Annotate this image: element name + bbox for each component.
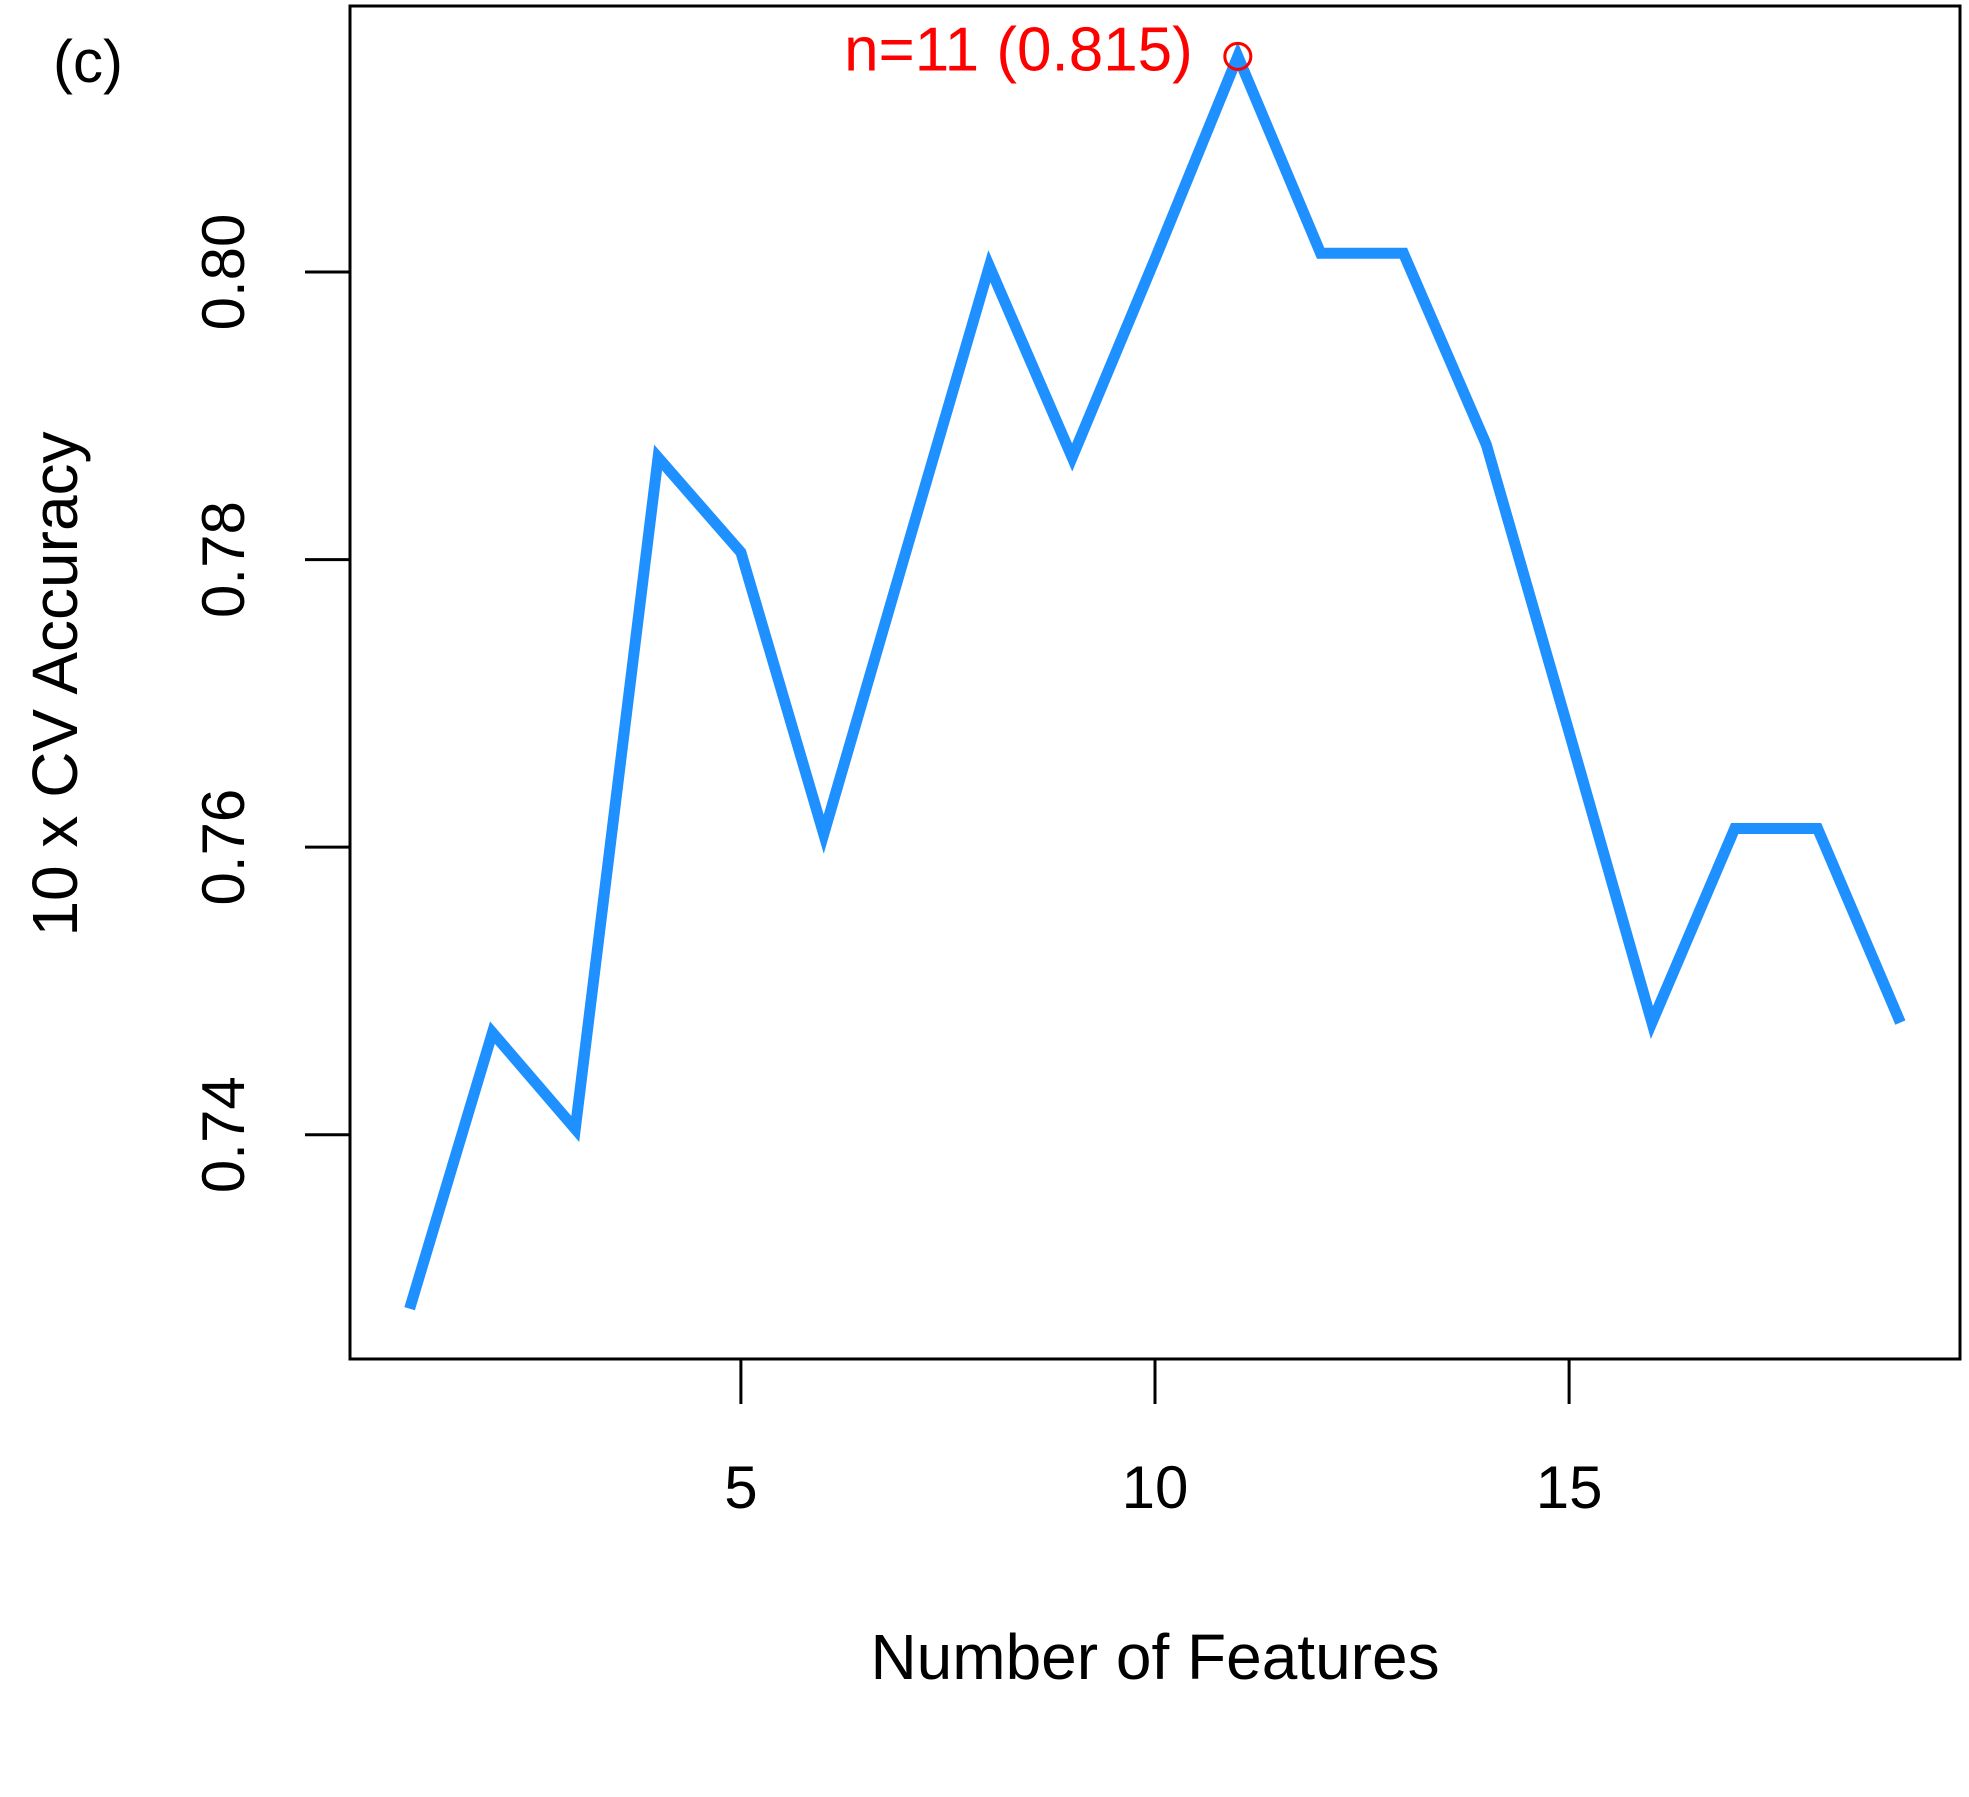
y-tick-label: 0.80 (190, 214, 257, 331)
x-tick-label: 15 (1536, 1454, 1603, 1521)
y-tick-label: 0.78 (190, 501, 257, 618)
annotation: n=11 (0.815) (844, 16, 1193, 85)
y-axis-title: 10 x CV Accuracy (19, 431, 91, 936)
panel-label: (c) (53, 28, 123, 95)
y-tick-label: 0.74 (190, 1076, 257, 1193)
y-tick-label: 0.76 (190, 789, 257, 906)
x-tick-label: 10 (1122, 1454, 1189, 1521)
x-tick-label: 5 (724, 1454, 757, 1521)
annotation-marker (1223, 41, 1253, 71)
x-axis-title: Number of Features (870, 1621, 1439, 1693)
plot-frame (348, 4, 1962, 1361)
line (404, 41, 1906, 1311)
